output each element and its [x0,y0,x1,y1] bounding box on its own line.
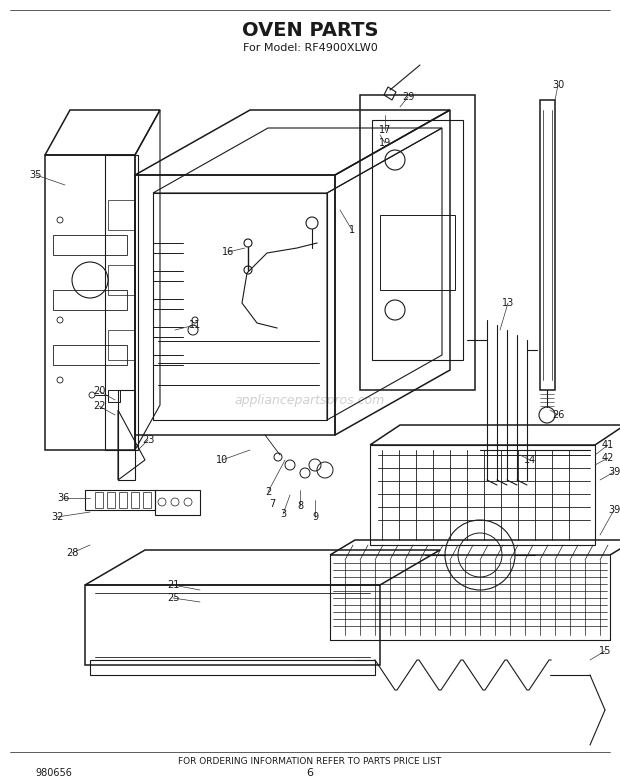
Text: 8: 8 [297,501,303,511]
Text: 25: 25 [167,593,179,603]
Text: OVEN PARTS: OVEN PARTS [242,20,378,39]
Text: 36: 36 [57,493,69,503]
Text: 32: 32 [51,512,63,522]
Text: 26: 26 [552,410,564,420]
Text: 30: 30 [552,80,564,90]
Text: 16: 16 [222,247,234,257]
Text: 9: 9 [312,512,318,522]
Text: 29: 29 [402,92,414,102]
Text: 980656: 980656 [35,768,72,778]
Text: 23: 23 [142,435,154,445]
Text: For Model: RF4900XLW0: For Model: RF4900XLW0 [242,43,378,53]
Text: 15: 15 [599,646,611,656]
Text: 35: 35 [30,170,42,180]
Text: 21: 21 [167,580,179,590]
Text: 28: 28 [66,548,78,558]
Text: 6: 6 [306,768,314,778]
Text: 2: 2 [265,487,271,497]
Text: 19: 19 [379,138,391,148]
Text: 13: 13 [502,298,514,308]
Text: FOR ORDERING INFORMATION REFER TO PARTS PRICE LIST: FOR ORDERING INFORMATION REFER TO PARTS … [179,757,441,767]
Text: 42: 42 [602,453,614,463]
Text: 1: 1 [349,225,355,235]
Text: 17: 17 [379,125,391,135]
Text: 3: 3 [280,509,286,519]
Text: 39: 39 [608,467,620,477]
Text: 39: 39 [608,505,620,515]
Text: 7: 7 [269,499,275,509]
Text: 41: 41 [602,440,614,450]
Text: 22: 22 [93,401,105,411]
Text: 10: 10 [216,455,228,465]
Text: appliancepartspros.com: appliancepartspros.com [235,394,385,406]
Text: 14: 14 [524,455,536,465]
Text: 20: 20 [93,386,105,396]
Text: 11: 11 [189,320,201,330]
